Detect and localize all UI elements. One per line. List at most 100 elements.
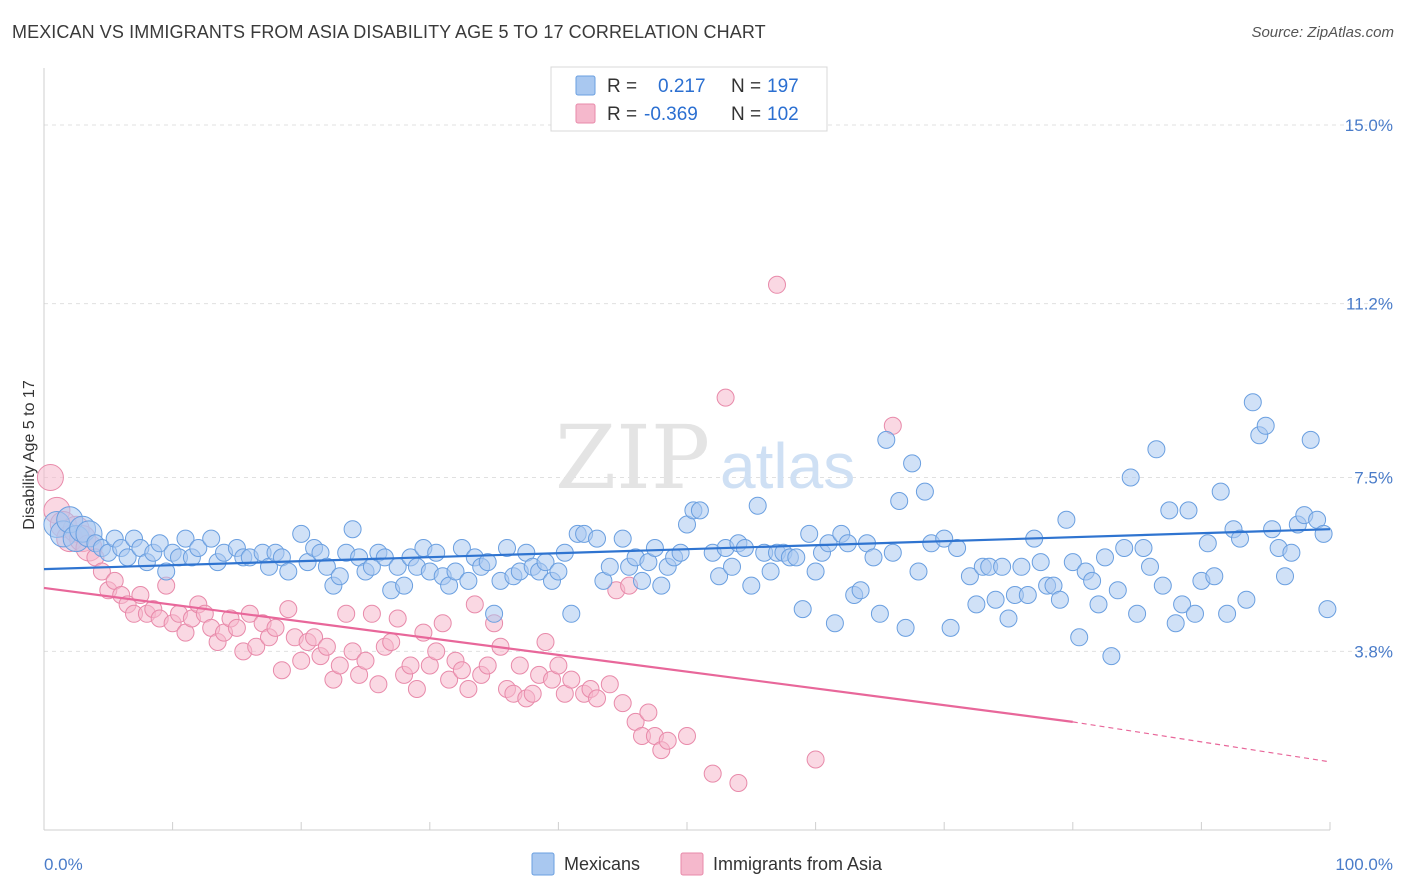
legend-bottom-swatch-blue [531,852,555,876]
data-point [806,562,825,581]
data-point [678,727,696,745]
source-label: Source: ZipAtlas.com [1251,24,1394,41]
data-point [690,501,709,520]
data-point [157,562,176,581]
legend-bottom-swatch-pink [680,852,704,876]
data-point [1314,524,1333,543]
trend-line-asia [43,586,1073,723]
data-point [1096,548,1114,567]
data-point [1134,539,1153,557]
data-point [549,562,568,581]
data-point [452,661,471,680]
data-point [1121,468,1140,487]
data-point [1263,520,1282,539]
data-point [523,684,542,703]
data-point [883,543,902,562]
data-point [1012,557,1031,576]
blue-series-points [43,393,1337,666]
data-point [787,548,806,567]
data-point [967,595,986,614]
data-point [1256,416,1275,435]
data-point [1147,440,1166,459]
trend-lines [43,528,1331,763]
y-tick-labels: 3.8% 7.5% 11.2% 15.0% [1345,116,1393,661]
data-point [1050,590,1069,609]
data-point [459,571,478,590]
data-point [247,637,266,656]
data-point [272,661,291,680]
data-point [485,604,504,623]
y-tick-label: 15.0% [1345,116,1393,135]
x-tick-labels: 0.0% 100.0% [44,855,1393,874]
data-point [395,576,414,595]
data-point [382,633,401,651]
data-point [292,524,311,543]
x-tick-label: 0.0% [44,855,83,874]
data-point [768,275,786,294]
data-point [1018,586,1037,604]
data-point [356,651,375,670]
data-point [613,694,632,713]
legend-r-label: R = [607,76,637,97]
data-point [1102,647,1121,666]
data-point [825,614,844,633]
legend-n-label: N = [731,104,761,125]
data-point [305,628,324,647]
y-tick-label: 7.5% [1354,469,1393,488]
data-point [993,557,1012,576]
data-point [1218,604,1237,623]
data-point [317,557,336,576]
data-point [478,656,497,675]
x-tick-label: 100.0% [1335,855,1393,874]
data-point [498,539,516,557]
legend-bottom: Mexicans Immigrants from Asia [531,852,883,876]
data-point [1237,590,1256,609]
data-point [433,614,452,633]
chart-title: MEXICAN VS IMMIGRANTS FROM ASIA DISABILI… [12,22,766,42]
data-point [671,543,690,562]
data-point [1179,501,1198,520]
data-point [562,604,581,623]
data-point [748,496,767,515]
data-point [36,464,64,491]
y-tick-label: 11.2% [1346,295,1393,314]
data-point [1063,553,1082,572]
legend-bottom-label-mexicans: Mexicans [564,854,640,874]
data-point [1070,628,1089,647]
legend-r-label: R = [607,104,637,125]
data-point [639,703,658,722]
data-point [343,642,362,661]
data-point [427,543,446,562]
legend-row-mexicans: R = 0.217 N = 197 [575,75,799,97]
data-point [407,680,426,698]
data-point [440,670,459,689]
data-point [362,604,381,623]
watermark-atlas: atlas [720,430,855,502]
y-axis-label: Disability Age 5 to 17 [21,380,38,530]
data-point [742,576,761,595]
data-point [266,618,285,637]
data-point [870,604,889,623]
legend-r-value: -0.369 [644,104,698,125]
data-point [1083,571,1102,590]
data-point [890,492,909,510]
data-point [1198,534,1217,553]
data-point [536,633,555,651]
data-point [948,539,967,557]
grid-lines [44,124,1390,652]
data-point [716,388,735,407]
data-point [1231,529,1249,548]
data-point [710,567,729,586]
watermark: ZIP atlas [555,406,855,509]
legend-n-value: 197 [767,76,799,97]
data-point [176,529,195,548]
data-point [292,651,311,670]
data-point [658,731,677,750]
data-point [369,675,388,694]
y-tick-label: 3.8% [1354,642,1393,661]
data-point [1318,600,1337,619]
data-point [903,454,922,473]
watermark-zip: ZIP [555,406,710,509]
data-point [588,689,606,708]
